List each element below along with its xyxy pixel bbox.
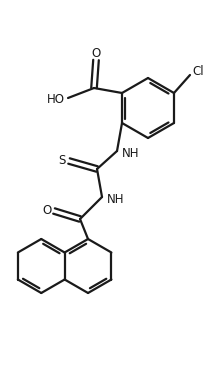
Text: NH: NH: [107, 193, 125, 205]
Text: Cl: Cl: [192, 64, 204, 77]
Text: O: O: [91, 46, 101, 59]
Text: O: O: [42, 203, 52, 217]
Text: NH: NH: [122, 147, 140, 159]
Text: HO: HO: [47, 92, 65, 105]
Text: S: S: [58, 153, 66, 166]
